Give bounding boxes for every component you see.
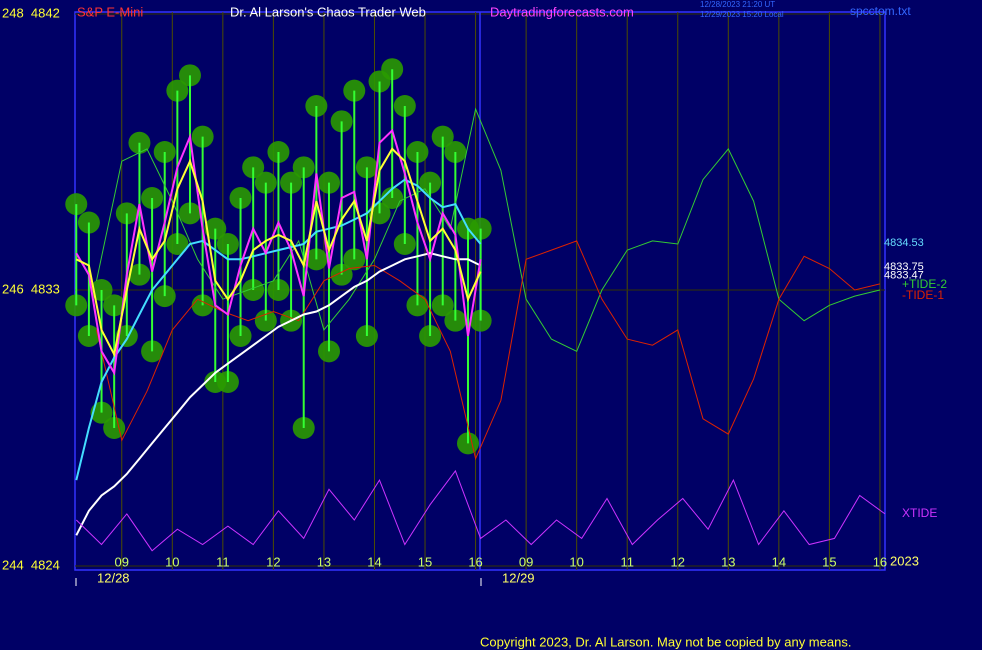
x-tick-label: 09 [519,554,533,569]
last-value-label: 4834.53 [884,237,924,249]
time-stamp: 12/28/2023 21:20 UT [700,0,775,9]
x-tick-label: 11 [216,554,230,569]
series-label: XTIDE [902,506,937,520]
file-name: spcctom.txt [850,4,911,18]
y-tick-label: 248 4842 [2,5,60,20]
time-stamp: 12/29/2023 15:20 Local [700,10,784,19]
copyright: Copyright 2023, Dr. Al Larson. May not b… [480,634,851,649]
series-line [75,147,482,358]
series-label: +TIDE-2 [902,277,947,291]
symbol: S&P E-Mini [77,4,143,19]
y-tick-label: 244 4824 [2,557,60,572]
x-tick-label: 16 [468,554,482,569]
x-tick-label: 15 [822,554,836,569]
series-line [75,128,482,376]
x-tick-label: 10 [569,554,583,569]
series-label: -TIDE-1 [902,288,944,302]
x-tick-label: 13 [721,554,735,569]
x-tick-label: 16 [873,554,887,569]
x-tick-label: 10 [165,554,179,569]
last-value-label: 4833.47 [884,269,924,281]
chart-title: Dr. Al Larson's Chaos Trader Web [230,4,426,19]
date-label: 12/29 [502,570,535,585]
x-tick-label: 11 [620,554,634,569]
series-line [75,469,886,552]
x-tick-label: 14 [367,554,381,569]
x-tick-label: 09 [115,554,129,569]
date-label: 12/28 [97,570,130,585]
x-tick-label: 12 [671,554,685,569]
site: Daytradingforecasts.com [490,4,634,19]
year-label: 2023 [890,553,919,568]
series-line [75,178,482,481]
series-line [75,252,482,536]
x-tick-label: 13 [317,554,331,569]
x-tick-label: 15 [418,554,432,569]
y-tick-label: 246 4833 [2,281,60,296]
x-tick-label: 14 [772,554,786,569]
last-value-label: 4833.75 [884,261,924,273]
x-tick-label: 12 [266,554,280,569]
